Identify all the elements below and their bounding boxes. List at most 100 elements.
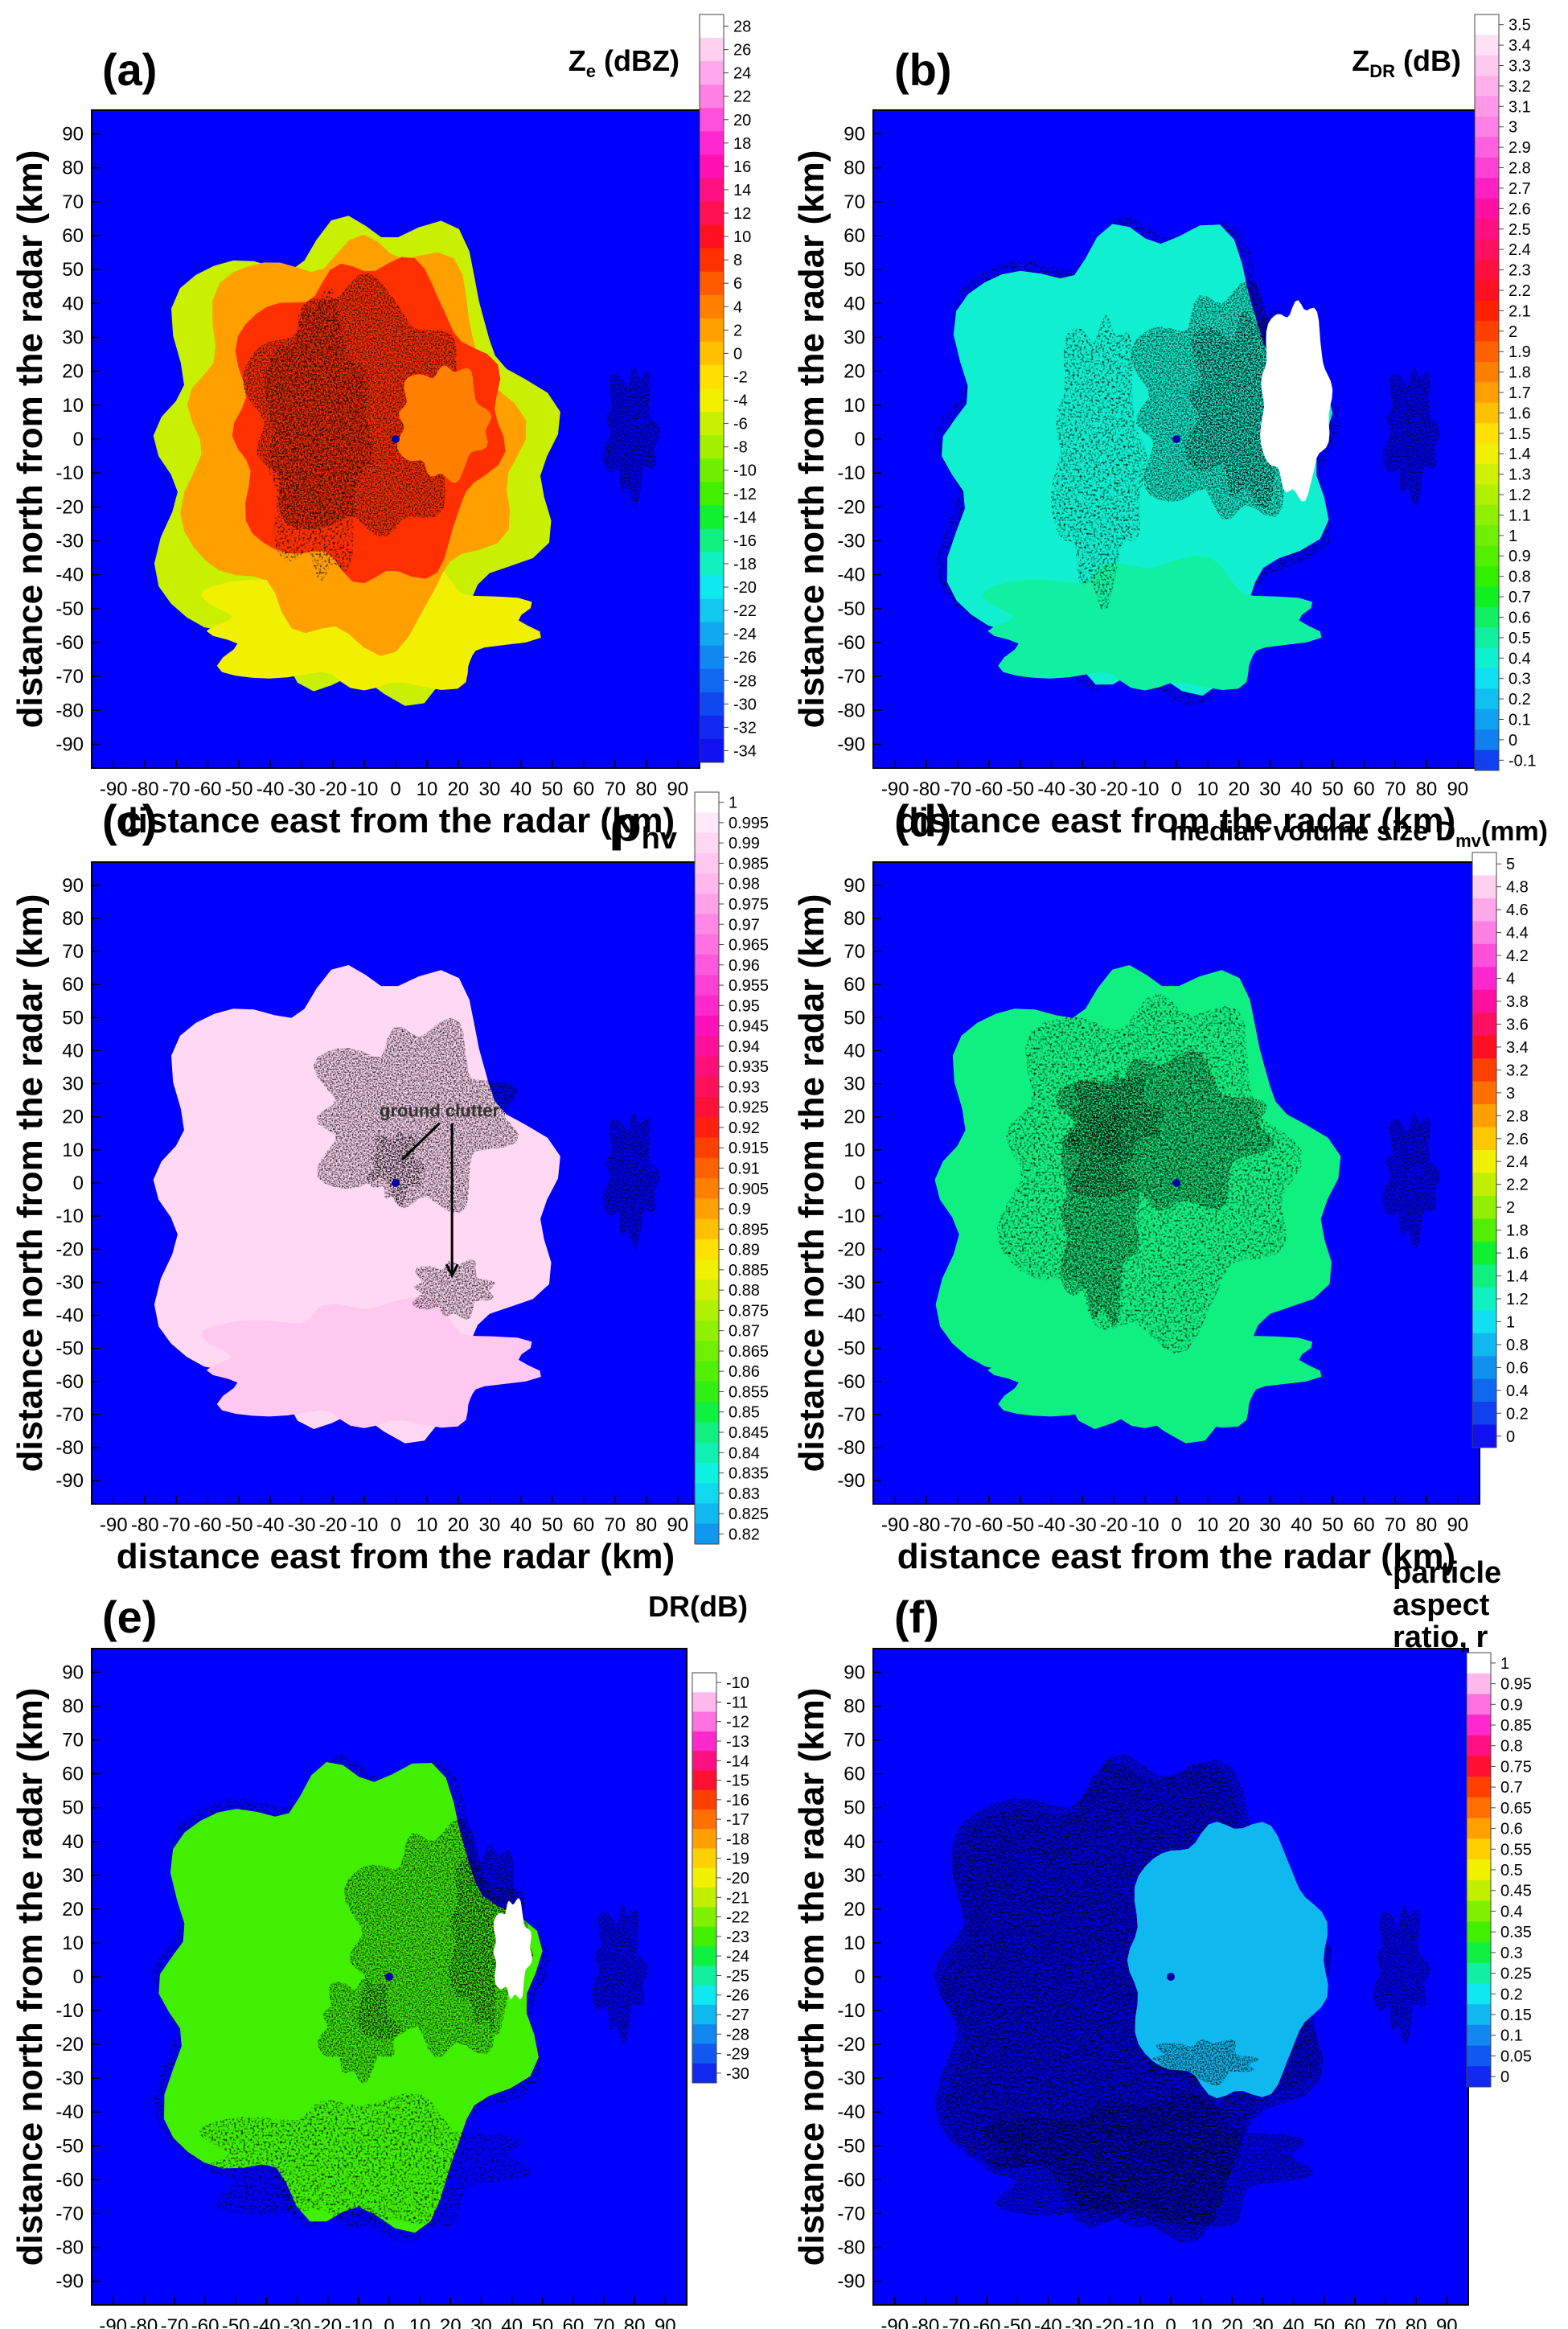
ground-clutter-annotation: ground clutter — [380, 1101, 500, 1121]
x-tick-label: 90 — [667, 1514, 688, 1536]
y-axis-label: distance north from the radar (km) — [10, 894, 50, 1473]
colorbar-swatch — [700, 645, 724, 670]
colorbar-swatch — [700, 435, 724, 459]
colorbar-tick-label: -20 — [726, 1870, 749, 1887]
y-tick-label: -20 — [55, 2034, 84, 2056]
y-tick-label: 20 — [844, 1899, 865, 1920]
y-tick-label: -90 — [55, 2271, 84, 2293]
echo-south-band — [982, 1296, 1322, 1428]
y-tick-label: 90 — [62, 875, 84, 897]
x-tick-label: 80 — [635, 778, 657, 800]
colorbar-swatch — [1475, 504, 1499, 526]
y-tick-label: -70 — [837, 1404, 865, 1426]
y-tick-label: -60 — [837, 1371, 865, 1393]
echo-east-streak — [602, 368, 661, 507]
colorbar-tick-label: 1.4 — [1506, 1268, 1529, 1286]
colorbar-swatch — [695, 812, 719, 834]
x-tick-label: -30 — [1069, 1514, 1097, 1536]
colorbar-swatch — [695, 1157, 719, 1179]
x-tick-label: -50 — [222, 2315, 250, 2329]
colorbar-tick-label: -22 — [733, 602, 757, 620]
panel-label: (c) — [102, 795, 157, 846]
colorbar-swatch — [695, 1402, 719, 1423]
y-tick-label: 70 — [844, 941, 865, 963]
radar-site — [1172, 1179, 1180, 1187]
x-tick-label: 40 — [511, 778, 532, 800]
colorbar-tick-label: 3.4 — [1508, 37, 1531, 55]
x-tick-label: -40 — [257, 1514, 285, 1536]
x-tick-label: 30 — [1259, 778, 1281, 800]
colorbar-tick-label: 0.9 — [1508, 548, 1531, 565]
colorbar-swatch — [1475, 219, 1499, 240]
y-tick-label: -30 — [837, 530, 865, 552]
x-tick-label: -40 — [252, 2315, 281, 2329]
echo-high — [1147, 2039, 1259, 2086]
radar-field — [934, 1753, 1430, 2243]
colorbar-swatch — [692, 2024, 716, 2044]
colorbar-swatch — [1467, 1673, 1491, 1694]
colorbar-tick-label: 0.4 — [1500, 1903, 1523, 1920]
x-tick-label: -90 — [881, 1514, 909, 1536]
echo-south-band — [200, 1296, 541, 1428]
colorbar-tick-label: 1.3 — [1508, 466, 1531, 484]
colorbar-swatch — [695, 914, 719, 935]
colorbar-tick-label: 0.835 — [729, 1465, 769, 1483]
colorbar-tick-label: 2.4 — [1506, 1153, 1529, 1171]
y-axis-label: distance north from the radar (km) — [10, 1688, 50, 2266]
x-tick-label: -70 — [162, 1514, 191, 1536]
colorbar-swatch — [1472, 875, 1496, 899]
colorbar-swatch — [1475, 76, 1499, 97]
x-tick-label: 70 — [1385, 778, 1406, 800]
colorbar-tick-label: 0.2 — [1500, 1986, 1523, 2003]
y-axis-label: distance north from the radar (km) — [792, 894, 831, 1473]
colorbar-tick-label: 3.2 — [1506, 1062, 1529, 1079]
echo-peak — [265, 285, 374, 582]
x-tick-label: -90 — [881, 778, 909, 800]
colorbar-frame — [699, 14, 724, 763]
y-tick-label: -40 — [837, 565, 865, 586]
panel-label: (b) — [894, 44, 952, 95]
x-tick-label: -50 — [1006, 778, 1034, 800]
colorbar-swatch — [692, 1731, 716, 1752]
colorbar-swatch — [1467, 1756, 1491, 1777]
x-tick-label: 70 — [1375, 2315, 1397, 2329]
colorbar-tick-label: 0.4 — [1508, 650, 1531, 667]
x-tick-label: -30 — [1069, 778, 1097, 800]
colorbar-swatch — [695, 1523, 719, 1545]
x-tick-label: -10 — [351, 778, 379, 800]
colorbar-tick-label: 0.25 — [1500, 1965, 1532, 1983]
colorbar-swatch — [695, 1198, 719, 1220]
x-tick-label: -70 — [162, 778, 191, 800]
y-tick-label: 90 — [844, 875, 865, 897]
colorbar-swatch — [1472, 1013, 1496, 1037]
colorbar-swatch — [1467, 1962, 1491, 1984]
y-tick-label: 0 — [855, 429, 865, 450]
colorbar-swatch — [1475, 280, 1499, 302]
y-tick-label: 80 — [62, 908, 84, 930]
radar-field — [934, 965, 1441, 1444]
colorbar-tick-label: 0.2 — [1508, 691, 1531, 709]
colorbar-tick-label: 28 — [733, 18, 751, 36]
colorbar-swatch — [700, 271, 724, 296]
echo-max — [1260, 300, 1333, 502]
y-tick-label: 60 — [62, 974, 84, 996]
y-tick-label: -50 — [837, 1338, 865, 1360]
y-tick-label: -50 — [55, 1338, 84, 1360]
colorbar-tick-label: -8 — [733, 439, 748, 457]
colorbar-tick-label: 0.9 — [729, 1201, 751, 1218]
x-tick-label: -50 — [1004, 2315, 1032, 2329]
colorbar-swatch — [700, 668, 724, 693]
y-tick-label: -30 — [837, 2068, 865, 2089]
y-tick-label: -90 — [837, 2271, 865, 2293]
colorbar-swatch — [1475, 137, 1499, 158]
colorbar-swatch — [1472, 852, 1496, 876]
colorbar-tick-label: 0.945 — [729, 1018, 769, 1036]
x-tick-label: 20 — [1221, 2315, 1243, 2329]
y-tick-label: 60 — [844, 225, 865, 247]
x-tick-label: 30 — [470, 2315, 492, 2329]
radar-site — [1167, 1973, 1175, 1981]
colorbar-tick-label: 0.875 — [729, 1302, 769, 1320]
colorbar-tick-label: 0.985 — [729, 855, 769, 873]
echo-low-corr — [313, 1017, 519, 1214]
colorbar-tick-label: 1 — [729, 795, 737, 812]
